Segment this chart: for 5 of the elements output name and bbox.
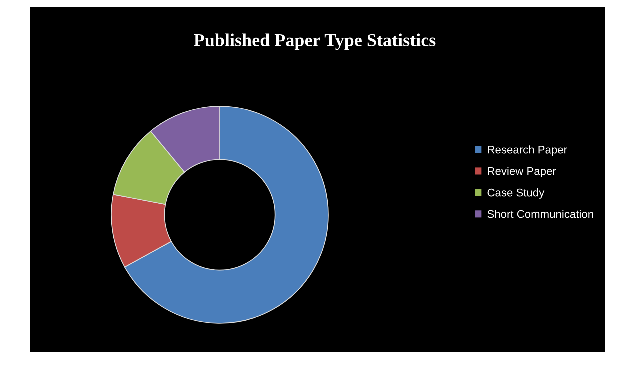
legend-label: Research Paper: [488, 146, 568, 156]
legend-label: Review Paper: [488, 167, 556, 178]
legend-label: Case Study: [488, 188, 545, 199]
legend-label: Short Communication: [488, 210, 594, 218]
chart-title: Published Paper Type Statistics: [194, 34, 436, 50]
